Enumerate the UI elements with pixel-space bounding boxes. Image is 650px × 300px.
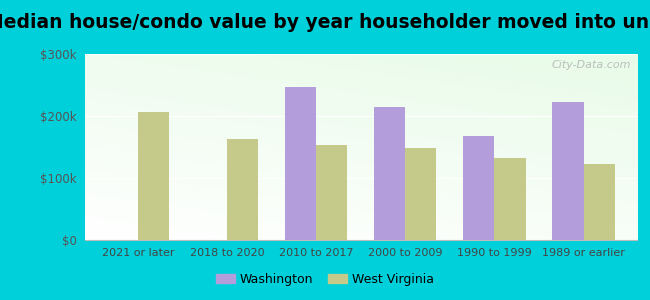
Bar <box>552 102 584 240</box>
Bar <box>584 164 615 240</box>
Bar <box>463 136 495 240</box>
Text: City-Data.com: City-Data.com <box>552 60 632 70</box>
Bar <box>285 87 316 240</box>
Bar <box>316 145 347 240</box>
Bar <box>227 139 258 240</box>
Text: Median house/condo value by year householder moved into unit: Median house/condo value by year househo… <box>0 14 650 32</box>
Legend: Washington, West Virginia: Washington, West Virginia <box>211 268 439 291</box>
Bar <box>374 107 406 240</box>
Bar <box>406 148 437 240</box>
Bar <box>495 158 526 240</box>
Bar <box>138 112 169 240</box>
